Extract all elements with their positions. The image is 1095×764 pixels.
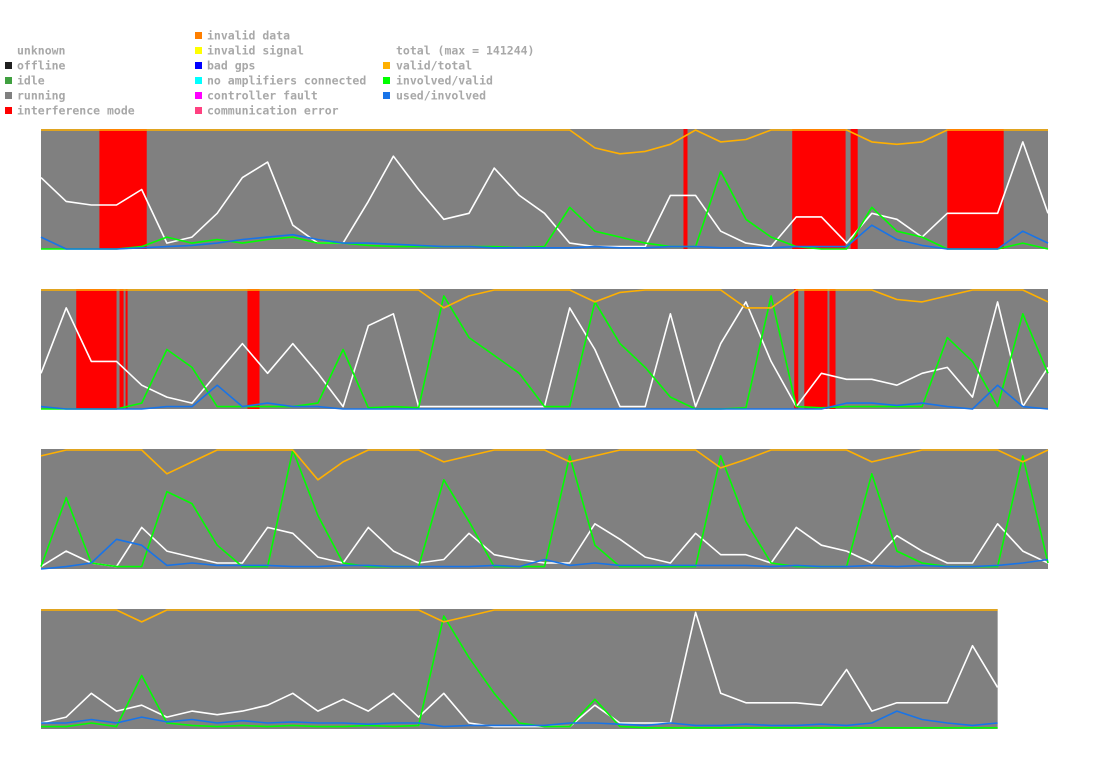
legend-label: controller fault: [207, 89, 318, 103]
legend-swatch: [383, 62, 390, 69]
running-band: [41, 129, 1048, 249]
interference-band: [804, 289, 828, 409]
legend-swatch: [5, 62, 12, 69]
legend-label: offline: [17, 59, 66, 73]
legend-swatch: [195, 77, 202, 84]
running-band: [41, 449, 1048, 569]
series-line: [41, 295, 1049, 410]
interference-band: [850, 129, 858, 249]
interference-band: [947, 129, 1004, 249]
interference-band: [792, 129, 846, 249]
series-line: [41, 710, 998, 728]
series-line: [41, 615, 998, 729]
legend-label: bad gps: [207, 59, 255, 73]
legend-label: involved/valid: [396, 74, 493, 88]
legend-label: idle: [17, 74, 45, 88]
legend-label: communication error: [207, 104, 339, 118]
series-line: [40, 449, 1049, 568]
legend-swatch: [195, 62, 202, 69]
legend-label: no amplifiers connected: [207, 74, 366, 88]
interference-band: [829, 289, 836, 409]
interference-band: [119, 289, 124, 409]
legend-swatch: [195, 47, 202, 54]
legend-swatch: [195, 32, 202, 39]
series-line: [40, 611, 999, 728]
interference-band: [247, 289, 260, 409]
running-band: [41, 289, 1048, 409]
series-line: [41, 609, 998, 623]
series-line: [40, 384, 1049, 410]
interference-band: [794, 289, 799, 409]
legend-swatch: [383, 47, 390, 54]
legend-label: invalid data: [207, 29, 290, 43]
running-band: [41, 609, 998, 729]
legend-swatch: [383, 77, 390, 84]
legend-swatch: [195, 92, 202, 99]
legend-swatch: [5, 92, 12, 99]
interference-band: [76, 289, 117, 409]
legend-swatch: [5, 77, 12, 84]
legend-swatch: [5, 107, 12, 114]
legend-label: used/involved: [396, 89, 486, 103]
legend-swatch: [5, 47, 12, 54]
series-line: [41, 170, 1049, 250]
interference-band: [125, 289, 128, 409]
legend-swatch: [383, 92, 390, 99]
legend-label: running: [17, 89, 66, 103]
series-line: [40, 538, 1049, 570]
legend-label: interference mode: [17, 104, 135, 118]
legend-label: invalid signal: [207, 44, 304, 58]
legend-label: unknown: [17, 44, 66, 58]
series-line: [41, 289, 1049, 309]
interference-band: [99, 129, 147, 249]
interference-band: [683, 129, 688, 249]
legend-swatch: [195, 107, 202, 114]
series-line: [41, 129, 1048, 155]
series-line: [40, 224, 1049, 250]
legend-label: valid/total: [396, 59, 472, 73]
legend-label: total (max = 141244): [396, 44, 534, 58]
series-line: [40, 449, 1049, 481]
